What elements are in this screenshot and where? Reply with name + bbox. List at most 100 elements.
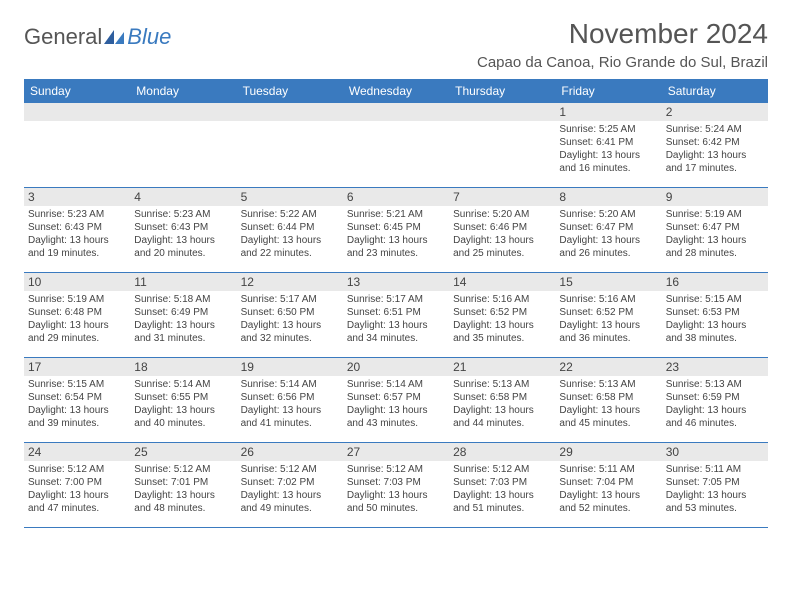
- day-info: Sunrise: 5:24 AMSunset: 6:42 PMDaylight:…: [666, 123, 764, 175]
- info-line: and 28 minutes.: [666, 247, 764, 260]
- info-line: Daylight: 13 hours: [666, 489, 764, 502]
- info-line: Sunset: 6:48 PM: [28, 306, 126, 319]
- info-line: Daylight: 13 hours: [28, 489, 126, 502]
- info-line: Sunrise: 5:12 AM: [134, 463, 232, 476]
- info-line: Sunset: 7:05 PM: [666, 476, 764, 489]
- day-number: 19: [237, 358, 343, 376]
- day-number: [237, 103, 343, 121]
- day-info: Sunrise: 5:16 AMSunset: 6:52 PMDaylight:…: [453, 293, 551, 345]
- day-info: Sunrise: 5:17 AMSunset: 6:50 PMDaylight:…: [241, 293, 339, 345]
- brand-logo: General Blue: [24, 24, 171, 50]
- day-number: [449, 103, 555, 121]
- info-line: Daylight: 13 hours: [666, 404, 764, 417]
- week-row: 10Sunrise: 5:19 AMSunset: 6:48 PMDayligh…: [24, 273, 768, 358]
- day-cell: 29 Sunrise: 5:11 AMSunset: 7:04 PMDayligh…: [555, 443, 661, 527]
- info-line: Sunset: 6:55 PM: [134, 391, 232, 404]
- day-number: 7: [449, 188, 555, 206]
- info-line: Sunrise: 5:20 AM: [453, 208, 551, 221]
- info-line: Sunrise: 5:17 AM: [241, 293, 339, 306]
- day-info: Sunrise: 5:23 AMSunset: 6:43 PMDaylight:…: [28, 208, 126, 260]
- day-cell: 10Sunrise: 5:19 AMSunset: 6:48 PMDayligh…: [24, 273, 130, 357]
- day-info: Sunrise: 5:12 AMSunset: 7:01 PMDaylight:…: [134, 463, 232, 515]
- info-line: Sunrise: 5:17 AM: [347, 293, 445, 306]
- day-cell: 24 Sunrise: 5:12 AMSunset: 7:00 PMDayligh…: [24, 443, 130, 527]
- info-line: Sunset: 6:57 PM: [347, 391, 445, 404]
- info-line: and 46 minutes.: [666, 417, 764, 430]
- info-line: Sunset: 6:42 PM: [666, 136, 764, 149]
- info-line: Sunset: 6:56 PM: [241, 391, 339, 404]
- day-number: 22: [555, 358, 661, 376]
- day-cell: 26Sunrise: 5:12 AMSunset: 7:02 PMDayligh…: [237, 443, 343, 527]
- info-line: Sunset: 7:03 PM: [453, 476, 551, 489]
- info-line: and 34 minutes.: [347, 332, 445, 345]
- day-number: 11: [130, 273, 236, 291]
- day-header: Sunday: [24, 79, 130, 103]
- info-line: Daylight: 13 hours: [559, 404, 657, 417]
- info-line: Sunset: 6:47 PM: [666, 221, 764, 234]
- day-info: Sunrise: 5:19 AMSunset: 6:47 PMDaylight:…: [666, 208, 764, 260]
- day-number: 29: [555, 443, 661, 461]
- info-line: Daylight: 13 hours: [241, 319, 339, 332]
- week-row: 17Sunrise: 5:15 AMSunset: 6:54 PMDayligh…: [24, 358, 768, 443]
- day-number: 20: [343, 358, 449, 376]
- day-number: 28: [449, 443, 555, 461]
- month-title: November 2024: [477, 18, 768, 50]
- day-header: Monday: [130, 79, 236, 103]
- info-line: Daylight: 13 hours: [347, 404, 445, 417]
- empty-cell: [237, 103, 343, 187]
- info-line: Sunset: 7:00 PM: [28, 476, 126, 489]
- info-line: and 52 minutes.: [559, 502, 657, 515]
- info-line: and 49 minutes.: [241, 502, 339, 515]
- info-line: Daylight: 13 hours: [666, 319, 764, 332]
- info-line: Sunrise: 5:16 AM: [559, 293, 657, 306]
- day-info: Sunrise: 5:22 AMSunset: 6:44 PMDaylight:…: [241, 208, 339, 260]
- day-info: Sunrise: 5:11 AMSunset: 7:04 PMDaylight:…: [559, 463, 657, 515]
- day-cell: 28 Sunrise: 5:12 AMSunset: 7:03 PMDayligh…: [449, 443, 555, 527]
- day-cell: 18Sunrise: 5:14 AMSunset: 6:55 PMDayligh…: [130, 358, 236, 442]
- day-info: Sunrise: 5:12 AMSunset: 7:00 PMDaylight:…: [28, 463, 126, 515]
- info-line: Sunrise: 5:20 AM: [559, 208, 657, 221]
- day-cell: 14Sunrise: 5:16 AMSunset: 6:52 PMDayligh…: [449, 273, 555, 357]
- location: Capao da Canoa, Rio Grande do Sul, Brazi…: [477, 54, 768, 71]
- day-info: Sunrise: 5:19 AMSunset: 6:48 PMDaylight:…: [28, 293, 126, 345]
- info-line: Sunrise: 5:14 AM: [347, 378, 445, 391]
- day-info: Sunrise: 5:25 AMSunset: 6:41 PMDaylight:…: [559, 123, 657, 175]
- day-number: 4: [130, 188, 236, 206]
- info-line: and 31 minutes.: [134, 332, 232, 345]
- info-line: Daylight: 13 hours: [666, 234, 764, 247]
- day-header: Saturday: [662, 79, 768, 103]
- day-header-row: SundayMondayTuesdayWednesdayThursdayFrid…: [24, 79, 768, 103]
- info-line: and 53 minutes.: [666, 502, 764, 515]
- info-line: Daylight: 13 hours: [453, 234, 551, 247]
- info-line: and 29 minutes.: [28, 332, 126, 345]
- day-number: 23: [662, 358, 768, 376]
- info-line: Sunset: 6:47 PM: [559, 221, 657, 234]
- info-line: Daylight: 13 hours: [241, 404, 339, 417]
- day-cell: 2 Sunrise: 5:24 AMSunset: 6:42 PMDaylight…: [662, 103, 768, 187]
- day-cell: 15Sunrise: 5:16 AMSunset: 6:52 PMDayligh…: [555, 273, 661, 357]
- day-info: Sunrise: 5:23 AMSunset: 6:43 PMDaylight:…: [134, 208, 232, 260]
- day-info: Sunrise: 5:12 AMSunset: 7:02 PMDaylight:…: [241, 463, 339, 515]
- day-cell: 8Sunrise: 5:20 AMSunset: 6:47 PMDaylight…: [555, 188, 661, 272]
- info-line: Daylight: 13 hours: [453, 489, 551, 502]
- info-line: and 51 minutes.: [453, 502, 551, 515]
- day-info: Sunrise: 5:21 AMSunset: 6:45 PMDaylight:…: [347, 208, 445, 260]
- info-line: Sunrise: 5:12 AM: [453, 463, 551, 476]
- day-number: 2: [662, 103, 768, 121]
- empty-cell: [343, 103, 449, 187]
- info-line: and 26 minutes.: [559, 247, 657, 260]
- day-header: Tuesday: [237, 79, 343, 103]
- info-line: Sunset: 6:43 PM: [134, 221, 232, 234]
- day-number: 17: [24, 358, 130, 376]
- day-cell: 1Sunrise: 5:25 AMSunset: 6:41 PMDaylight…: [555, 103, 661, 187]
- week-row: 1Sunrise: 5:25 AMSunset: 6:41 PMDaylight…: [24, 103, 768, 188]
- calendar-grid: SundayMondayTuesdayWednesdayThursdayFrid…: [24, 79, 768, 528]
- info-line: Sunrise: 5:13 AM: [666, 378, 764, 391]
- week-row: 24Sunrise: 5:12 AMSunset: 7:00 PMDayligh…: [24, 443, 768, 528]
- info-line: and 16 minutes.: [559, 162, 657, 175]
- day-info: Sunrise: 5:12 AMSunset: 7:03 PMDaylight:…: [453, 463, 551, 515]
- day-cell: 11Sunrise: 5:18 AMSunset: 6:49 PMDayligh…: [130, 273, 236, 357]
- info-line: Daylight: 13 hours: [28, 319, 126, 332]
- day-number: 21: [449, 358, 555, 376]
- day-number: 24: [24, 443, 130, 461]
